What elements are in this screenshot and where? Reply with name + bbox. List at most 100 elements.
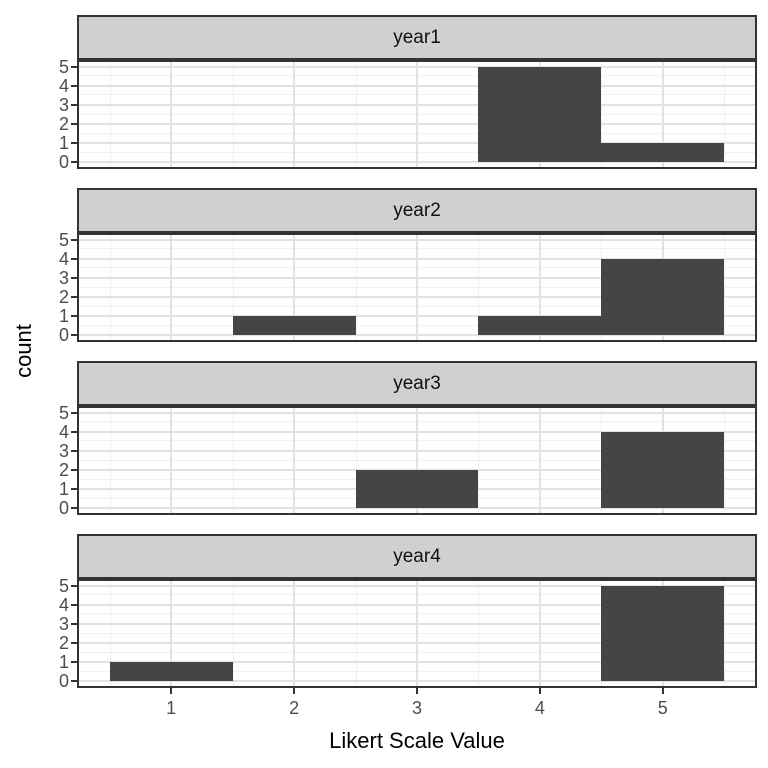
y-tick-label: 2 [58, 287, 69, 308]
y-tick-label: 1 [58, 306, 69, 327]
y-tick-label: 0 [58, 498, 69, 519]
y-tick-mark [71, 65, 77, 68]
v-gridline-major [293, 581, 296, 686]
x-tick-label: 5 [657, 698, 668, 718]
y-tick-mark [71, 430, 77, 433]
facet-strip: year3 [77, 361, 757, 406]
y-tick-mark [71, 642, 77, 645]
v-gridline-minor [109, 581, 111, 686]
y-tick-label: 5 [58, 56, 69, 77]
v-gridline-major [170, 408, 173, 513]
x-tick-mark [538, 688, 541, 694]
y-tick-mark [71, 296, 77, 299]
y-tick-mark [71, 84, 77, 87]
y-tick-mark [71, 680, 77, 683]
v-gridline-major [538, 235, 541, 340]
y-tick-mark [71, 622, 77, 625]
v-gridline-major [293, 62, 296, 167]
bar [355, 470, 479, 509]
v-gridline-minor [601, 62, 603, 167]
v-gridline-major [416, 408, 418, 513]
bar [601, 258, 725, 336]
y-tick-mark [71, 661, 77, 664]
facet-strip: year1 [77, 15, 757, 60]
y-tick-mark [71, 411, 77, 414]
y-tick-label: 5 [58, 575, 69, 596]
bar [109, 662, 233, 682]
y-tick-label: 5 [58, 402, 69, 423]
v-gridline-minor [724, 581, 726, 686]
v-gridline-major [538, 581, 541, 686]
facet-panel [77, 406, 757, 515]
x-tick-mark [416, 688, 418, 694]
v-gridline-minor [355, 62, 357, 167]
x-tick-label: 2 [289, 698, 300, 718]
y-tick-label: 3 [58, 94, 69, 115]
facet-panel [77, 579, 757, 688]
y-tick-mark [71, 334, 77, 337]
x-tick-mark [293, 688, 296, 694]
v-gridline-major [416, 235, 418, 340]
v-gridline-minor [478, 235, 480, 340]
y-tick-label: 5 [58, 229, 69, 250]
y-tick-label: 2 [58, 633, 69, 654]
y-tick-label: 0 [58, 671, 69, 692]
v-gridline-minor [232, 62, 234, 167]
facet-strip: year2 [77, 188, 757, 233]
y-tick-label: 4 [58, 594, 69, 615]
x-tick-mark [661, 688, 664, 694]
y-tick-mark [71, 449, 77, 452]
y-tick-mark [71, 488, 77, 491]
bar [478, 316, 602, 336]
y-tick-mark [71, 507, 77, 510]
y-tick-label: 3 [58, 613, 69, 634]
y-tick-label: 3 [58, 267, 69, 288]
bar [601, 585, 725, 682]
v-gridline-major [170, 62, 173, 167]
v-gridline-major [661, 62, 664, 167]
v-gridline-minor [232, 235, 234, 340]
y-tick-label: 1 [58, 652, 69, 673]
y-tick-label: 1 [58, 133, 69, 154]
y-tick-label: 2 [58, 460, 69, 481]
v-gridline-major [538, 408, 541, 513]
y-tick-mark [71, 238, 77, 241]
v-gridline-minor [724, 62, 726, 167]
y-tick-mark [71, 315, 77, 318]
facet-strip-label: year1 [393, 27, 441, 48]
v-gridline-minor [109, 62, 111, 167]
facet-panel [77, 60, 757, 169]
v-gridline-minor [724, 408, 726, 513]
facet-panel [77, 233, 757, 342]
facet-strip: year4 [77, 534, 757, 579]
y-tick-label: 4 [58, 421, 69, 442]
v-gridline-major [416, 62, 418, 167]
bar [601, 143, 725, 163]
v-gridline-minor [355, 408, 357, 513]
y-tick-mark [71, 257, 77, 260]
y-tick-mark [71, 584, 77, 587]
y-tick-label: 4 [58, 75, 69, 96]
facet-strip-label: year3 [393, 373, 441, 394]
y-tick-mark [71, 161, 77, 164]
y-tick-mark [71, 603, 77, 606]
v-gridline-major [293, 408, 296, 513]
y-tick-label: 0 [58, 152, 69, 173]
y-tick-label: 1 [58, 479, 69, 500]
y-tick-label: 4 [58, 248, 69, 269]
y-tick-mark [71, 276, 77, 279]
v-gridline-minor [355, 581, 357, 686]
x-tick-mark [170, 688, 173, 694]
y-tick-label: 3 [58, 440, 69, 461]
v-gridline-major [293, 235, 296, 340]
v-gridline-minor [478, 581, 480, 686]
y-tick-label: 2 [58, 114, 69, 135]
bar [232, 316, 356, 336]
facet-strip-label: year2 [393, 200, 441, 221]
y-tick-mark [71, 123, 77, 126]
x-tick-label: 4 [534, 698, 545, 718]
facet-strip-label: year4 [393, 546, 441, 567]
y-tick-mark [71, 142, 77, 145]
x-axis-title: Likert Scale Value [329, 728, 505, 753]
v-gridline-major [170, 235, 173, 340]
